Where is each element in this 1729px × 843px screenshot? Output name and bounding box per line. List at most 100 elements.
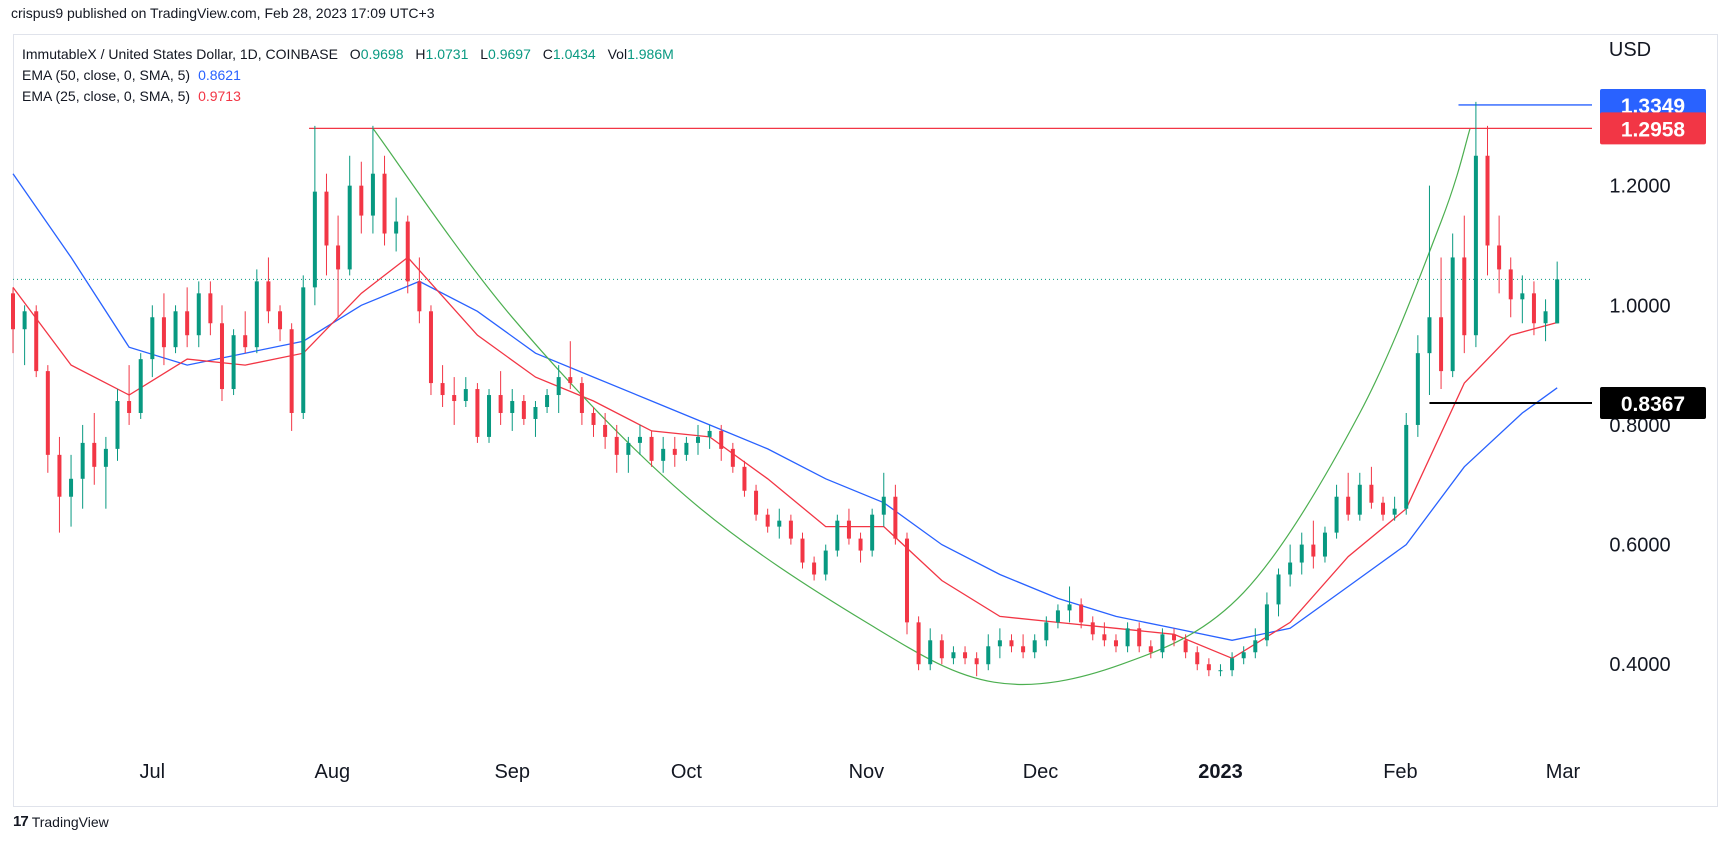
candle-body xyxy=(231,335,236,390)
symbol-name[interactable]: ImmutableX / United States Dollar, 1D, C… xyxy=(22,46,338,62)
x-tick-label: Nov xyxy=(849,761,885,783)
ema25-row[interactable]: EMA (25, close, 0, SMA, 5) 0.9713 xyxy=(22,86,674,107)
low-label: L xyxy=(480,46,489,62)
candle-body xyxy=(963,652,968,659)
volume-label: Vol xyxy=(607,46,628,62)
ema50-row[interactable]: EMA (50, close, 0, SMA, 5) 0.8621 xyxy=(22,65,674,86)
candle-body xyxy=(870,514,875,551)
candle-body xyxy=(510,401,515,413)
open-value: 0.9698 xyxy=(360,46,404,62)
candle-body xyxy=(487,395,492,437)
candle-body xyxy=(34,311,39,372)
candle-body xyxy=(1021,646,1026,653)
candle-body xyxy=(266,281,271,312)
high-label: H xyxy=(415,46,426,62)
candle-body xyxy=(1427,317,1432,354)
candle-body xyxy=(1009,640,1014,647)
candle-body xyxy=(707,430,712,437)
tradingview-logo-icon: 17 xyxy=(13,813,29,830)
candle-body xyxy=(1346,496,1351,515)
candle-body xyxy=(1090,622,1095,635)
candle-body xyxy=(730,448,735,467)
candle-body xyxy=(417,281,422,312)
candle-body xyxy=(1497,245,1502,270)
candle-body xyxy=(1450,257,1455,372)
footer-brand[interactable]: 17 TradingView xyxy=(13,813,109,830)
candle-body xyxy=(1032,640,1037,653)
candle-body xyxy=(138,359,143,413)
candle-body xyxy=(858,538,863,551)
candle-body xyxy=(185,311,190,336)
candle-body xyxy=(1531,293,1536,324)
candle-body xyxy=(428,311,433,384)
candle-body xyxy=(347,185,352,270)
candle-body xyxy=(301,287,306,413)
cup-pattern-curve xyxy=(372,127,1471,686)
candle-body xyxy=(1079,604,1084,623)
y-tick-label: 0.6000 xyxy=(1609,535,1670,557)
candle-body xyxy=(452,395,457,402)
candle-body xyxy=(1404,424,1409,509)
candle-body xyxy=(603,424,608,437)
candle-body xyxy=(1160,634,1165,653)
candle-body xyxy=(359,185,364,216)
candle-body xyxy=(661,448,666,461)
candle-body xyxy=(742,466,747,491)
volume-value: 1.986M xyxy=(627,46,674,62)
candle-body xyxy=(196,293,201,336)
currency-label: USD xyxy=(1609,39,1651,61)
publish-line: crispus9 published on TradingView.com, F… xyxy=(11,5,435,21)
candle-body xyxy=(997,640,1002,647)
candle-body xyxy=(1241,652,1246,659)
chart-legend: ImmutableX / United States Dollar, 1D, C… xyxy=(22,44,674,107)
candle-body xyxy=(394,221,399,234)
candle-body xyxy=(69,478,74,497)
candle-body xyxy=(800,538,805,563)
candle-body xyxy=(545,395,550,407)
candle-body xyxy=(1473,155,1478,336)
ema50-line xyxy=(12,173,1558,641)
candle-body xyxy=(243,335,248,348)
candle-body xyxy=(1322,532,1327,557)
candle-body xyxy=(846,520,851,539)
candle-body xyxy=(115,401,120,449)
ema25-line xyxy=(12,256,1558,660)
candle-body xyxy=(1311,544,1316,557)
candle-body xyxy=(881,496,886,515)
candle-body xyxy=(324,191,329,246)
candle-body xyxy=(649,436,654,461)
candle-body xyxy=(150,317,155,360)
candle-body xyxy=(835,520,840,551)
candle-body xyxy=(916,622,921,665)
candle-body xyxy=(1067,604,1072,611)
candle-body xyxy=(1369,484,1374,503)
candle-body xyxy=(1195,652,1200,665)
candle-body xyxy=(219,323,224,390)
candle-body xyxy=(974,658,979,665)
ema50-value: 0.8621 xyxy=(198,67,241,83)
candle-body xyxy=(754,490,759,515)
candle-body xyxy=(812,562,817,575)
candle-body xyxy=(336,245,341,270)
candle-body xyxy=(1381,502,1386,515)
candle-body xyxy=(626,442,631,455)
candle-body xyxy=(254,281,259,348)
candle-body xyxy=(556,377,561,396)
candle-body xyxy=(173,311,178,348)
candle-body xyxy=(370,173,375,216)
x-tick-label: 2023 xyxy=(1198,761,1243,783)
candle-body xyxy=(533,407,538,419)
candle-body xyxy=(1253,640,1258,653)
candle-body xyxy=(45,371,50,455)
candle-body xyxy=(1218,670,1223,672)
ema25-value: 0.9713 xyxy=(198,88,241,104)
price-label-box xyxy=(1600,112,1706,145)
candle-body xyxy=(498,395,503,413)
candle-body xyxy=(22,311,27,330)
chart-frame xyxy=(13,34,1718,807)
x-tick-label: Dec xyxy=(1023,761,1059,783)
candle-body xyxy=(382,173,387,234)
candle-body xyxy=(440,383,445,396)
candle-body xyxy=(80,442,85,479)
